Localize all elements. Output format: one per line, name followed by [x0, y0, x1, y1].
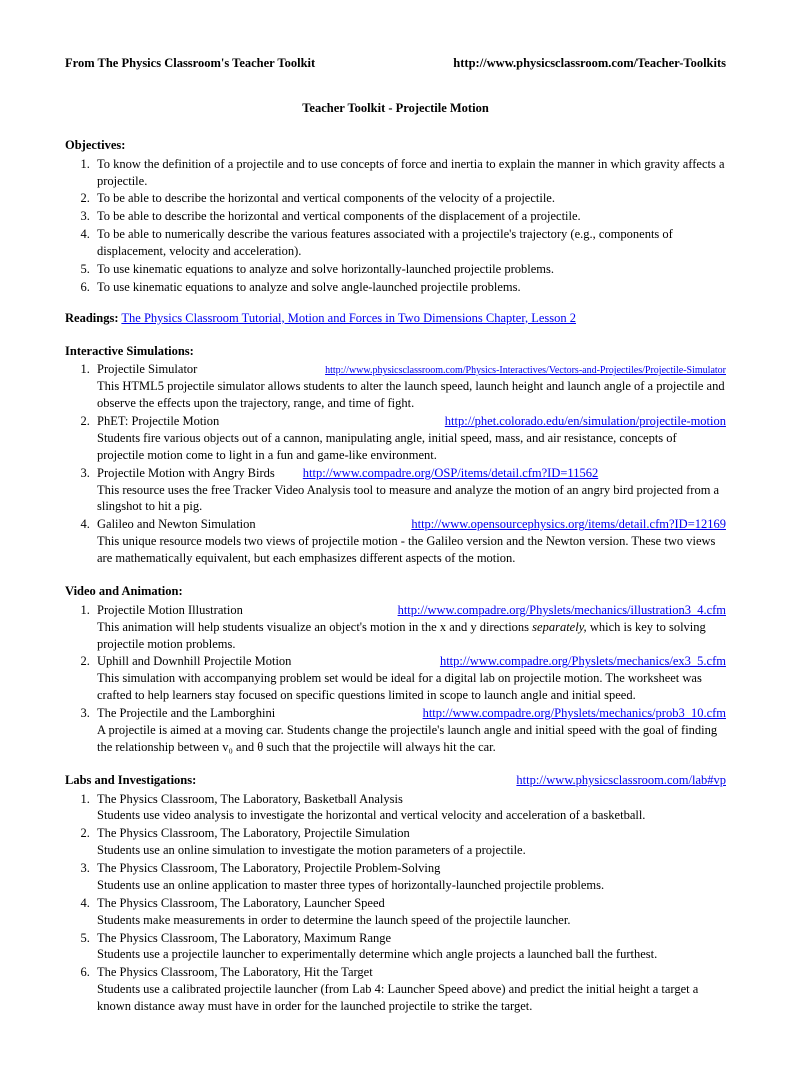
- video-link[interactable]: http://www.compadre.org/Physlets/mechani…: [423, 705, 726, 722]
- list-item: To know the definition of a projectile a…: [93, 156, 726, 190]
- sim-link[interactable]: http://www.opensourcephysics.org/items/d…: [411, 516, 726, 533]
- list-item: Uphill and Downhill Projectile Motion ht…: [93, 653, 726, 704]
- lab-desc: Students use an online simulation to inv…: [97, 842, 726, 859]
- list-item: To be able to numerically describe the v…: [93, 226, 726, 260]
- lab-label: The Physics Classroom, The Laboratory, P…: [97, 860, 726, 877]
- video-label: Uphill and Downhill Projectile Motion: [97, 653, 291, 670]
- labs-heading: Labs and Investigations:: [65, 772, 196, 789]
- list-item: To be able to describe the horizontal an…: [93, 190, 726, 207]
- list-item: To use kinematic equations to analyze an…: [93, 279, 726, 296]
- video-desc: This simulation with accompanying proble…: [97, 670, 726, 704]
- sim-desc: This unique resource models two views of…: [97, 533, 726, 567]
- lab-label: The Physics Classroom, The Laboratory, M…: [97, 930, 726, 947]
- sim-link[interactable]: http://www.physicsclassroom.com/Physics-…: [325, 364, 726, 378]
- readings-section: Readings: The Physics Classroom Tutorial…: [65, 310, 726, 327]
- labs-link[interactable]: http://www.physicsclassroom.com/lab#vp: [516, 772, 726, 789]
- list-item: Projectile Motion with Angry Birds http:…: [93, 465, 726, 516]
- labs-heading-row: Labs and Investigations: http://www.phys…: [65, 772, 726, 791]
- sim-label: Galileo and Newton Simulation: [97, 516, 256, 533]
- video-desc: This animation will help students visual…: [97, 619, 726, 653]
- lab-desc: Students make measurements in order to d…: [97, 912, 726, 929]
- sim-link[interactable]: http://phet.colorado.edu/en/simulation/p…: [445, 413, 726, 430]
- header-right: http://www.physicsclassroom.com/Teacher-…: [453, 55, 726, 72]
- readings-heading: Readings:: [65, 311, 118, 325]
- list-item: The Physics Classroom, The Laboratory, M…: [93, 930, 726, 964]
- list-item: The Projectile and the Lamborghini http:…: [93, 705, 726, 756]
- list-item: Projectile Motion Illustration http://ww…: [93, 602, 726, 653]
- video-link[interactable]: http://www.compadre.org/Physlets/mechani…: [440, 653, 726, 670]
- list-item: To use kinematic equations to analyze an…: [93, 261, 726, 278]
- readings-link[interactable]: The Physics Classroom Tutorial, Motion a…: [121, 311, 576, 325]
- video-desc-pre: This animation will help students visual…: [97, 620, 532, 634]
- sim-label: PhET: Projectile Motion: [97, 413, 219, 430]
- labs-list: The Physics Classroom, The Laboratory, B…: [65, 791, 726, 1015]
- sim-desc: This resource uses the free Tracker Vide…: [97, 482, 726, 516]
- list-item: Projectile Simulator http://www.physicsc…: [93, 361, 726, 412]
- list-item: The Physics Classroom, The Laboratory, P…: [93, 860, 726, 894]
- page-title: Teacher Toolkit - Projectile Motion: [65, 100, 726, 117]
- video-heading: Video and Animation:: [65, 583, 726, 600]
- lab-desc: Students use video analysis to investiga…: [97, 807, 726, 824]
- header-left: From The Physics Classroom's Teacher Too…: [65, 55, 315, 72]
- sim-desc: This HTML5 projectile simulator allows s…: [97, 378, 726, 412]
- video-link[interactable]: http://www.compadre.org/Physlets/mechani…: [398, 602, 726, 619]
- list-item: The Physics Classroom, The Laboratory, L…: [93, 895, 726, 929]
- sim-desc: Students fire various objects out of a c…: [97, 430, 726, 464]
- lab-desc: Students use a projectile launcher to ex…: [97, 946, 726, 963]
- video-desc: A projectile is aimed at a moving car. S…: [97, 722, 726, 756]
- sim-label: Projectile Simulator: [97, 361, 197, 378]
- lab-label: The Physics Classroom, The Laboratory, P…: [97, 825, 726, 842]
- lab-label: The Physics Classroom, The Laboratory, L…: [97, 895, 726, 912]
- video-label: Projectile Motion Illustration: [97, 602, 243, 619]
- video-label: The Projectile and the Lamborghini: [97, 705, 275, 722]
- list-item: The Physics Classroom, The Laboratory, P…: [93, 825, 726, 859]
- video-list: Projectile Motion Illustration http://ww…: [65, 602, 726, 756]
- lab-label: The Physics Classroom, The Laboratory, B…: [97, 791, 726, 808]
- lab-desc: Students use an online application to ma…: [97, 877, 726, 894]
- simulations-heading: Interactive Simulations:: [65, 343, 726, 360]
- video-desc-italic: separately,: [532, 620, 587, 634]
- list-item: The Physics Classroom, The Laboratory, H…: [93, 964, 726, 1015]
- objectives-heading: Objectives:: [65, 137, 726, 154]
- list-item: The Physics Classroom, The Laboratory, B…: [93, 791, 726, 825]
- list-item: PhET: Projectile Motion http://phet.colo…: [93, 413, 726, 464]
- objectives-list: To know the definition of a projectile a…: [65, 156, 726, 296]
- list-item: Galileo and Newton Simulation http://www…: [93, 516, 726, 567]
- list-item: To be able to describe the horizontal an…: [93, 208, 726, 225]
- sim-label: Projectile Motion with Angry Birds: [97, 465, 275, 482]
- page-header: From The Physics Classroom's Teacher Too…: [65, 55, 726, 72]
- lab-label: The Physics Classroom, The Laboratory, H…: [97, 964, 726, 981]
- sim-link[interactable]: http://www.compadre.org/OSP/items/detail…: [303, 465, 598, 482]
- lab-desc: Students use a calibrated projectile lau…: [97, 981, 726, 1015]
- simulations-list: Projectile Simulator http://www.physicsc…: [65, 361, 726, 567]
